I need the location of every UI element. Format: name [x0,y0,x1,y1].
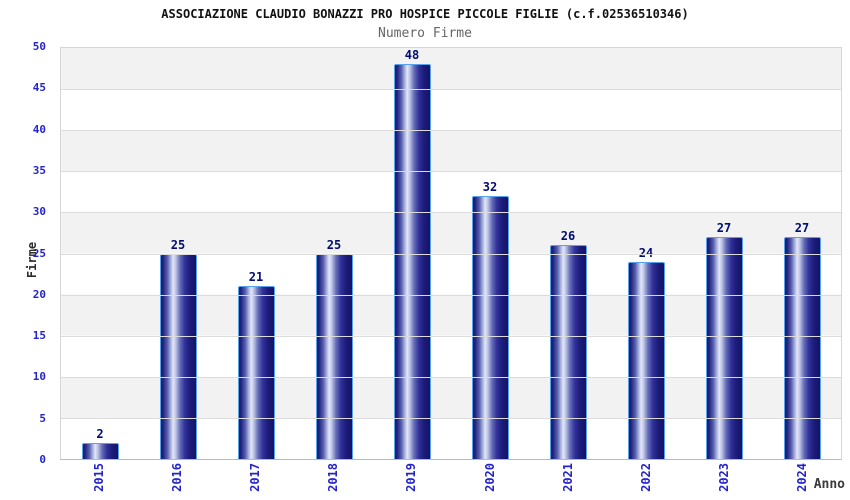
bar-slot-2016: 25 [139,48,217,459]
x-tick-label-2021: 2021 [560,463,575,492]
y-tick-label-0: 0 [39,453,46,466]
bar-slot-2017: 21 [217,48,295,459]
x-tick-label-2018: 2018 [326,463,341,492]
x-tick-slot-2018: 2018 [295,463,373,500]
x-tick-label-2015: 2015 [91,463,106,492]
bar-2024 [783,237,821,459]
bar-value-label-2016: 25 [170,237,186,252]
x-tick-slot-2022: 2022 [607,463,685,500]
gridline-10 [61,376,841,378]
bar-value-label-2018: 25 [326,237,342,252]
bar-2018 [315,253,353,459]
y-tick-label-45: 45 [32,81,46,95]
gridline-30 [61,212,841,214]
y-tick-label-10: 10 [32,370,46,384]
y-axis: 0 5 10 15 20 25 30 35 40 45 50 [0,41,54,466]
bar-2015 [81,442,119,459]
y-tick-label-50: 50 [32,40,46,53]
x-tick-slot-2016: 2016 [138,463,216,500]
x-tick-label-2024: 2024 [795,463,810,492]
gridline-45 [61,89,841,91]
bars-container: 2 25 21 25 48 32 26 24 27 27 [61,48,841,459]
chart-title: ASSOCIAZIONE CLAUDIO BONAZZI PRO HOSPICE… [161,7,689,21]
bar-2022 [627,261,665,459]
gridline-35 [61,171,841,173]
y-axis-title: Firme [25,241,40,279]
x-tick-label-2020: 2020 [482,463,497,492]
bar-value-label-2020: 32 [482,179,498,194]
gridline-15 [61,335,841,337]
x-axis: 2015 2016 2017 2018 2019 2020 2021 2022 2023 2024 [60,463,842,500]
bar-value-label-2019: 48 [404,48,420,63]
bar-2016 [159,253,197,459]
x-tick-slot-2019: 2019 [373,463,451,500]
bar-2023 [705,237,743,459]
bar-value-label-2017: 21 [248,270,264,285]
bar-2019 [393,64,431,459]
bar-slot-2020: 32 [451,48,529,459]
bar-value-label-2024: 27 [794,221,810,236]
gridline-40 [61,130,841,132]
bar-2021 [549,245,587,459]
x-tick-label-2022: 2022 [639,463,654,492]
y-tick-label-35: 35 [32,163,46,177]
gridline-25 [61,253,841,255]
bar-value-label-2021: 26 [560,229,576,244]
x-tick-slot-2015: 2015 [60,463,138,500]
x-tick-slot-2023: 2023 [686,463,764,500]
bar-value-label-2023: 27 [716,221,732,236]
bar-value-label-2015: 2 [96,426,104,441]
y-tick-label-5: 5 [39,411,46,425]
x-tick-slot-2017: 2017 [216,463,294,500]
bar-slot-2021: 26 [529,48,607,459]
x-axis-title: Anno [813,477,845,492]
x-tick-slot-2020: 2020 [451,463,529,500]
bar-slot-2015: 2 [61,48,139,459]
bar-2017 [237,286,275,459]
bar-slot-2024: 27 [763,48,841,459]
bar-value-label-2022: 24 [639,247,653,259]
x-tick-label-2023: 2023 [717,463,732,492]
y-tick-label-25: 25 [32,246,46,260]
x-tick-slot-2021: 2021 [529,463,607,500]
y-tick-label-40: 40 [32,122,46,136]
x-tick-label-2019: 2019 [404,463,419,492]
x-tick-label-2017: 2017 [248,463,262,492]
bar-2020 [471,195,509,459]
gridline-5 [61,417,841,419]
chart-subtitle: Numero Firme [378,26,472,41]
y-tick-label-30: 30 [32,205,46,219]
plot-area: 2 25 21 25 48 32 26 24 27 27 [60,47,842,460]
gridline-20 [61,294,841,296]
y-tick-label-20: 20 [32,287,46,301]
y-tick-label-15: 15 [32,329,46,343]
bar-slot-2018: 25 [295,48,373,459]
x-tick-label-2016: 2016 [169,463,184,492]
bar-slot-2023: 27 [685,48,763,459]
